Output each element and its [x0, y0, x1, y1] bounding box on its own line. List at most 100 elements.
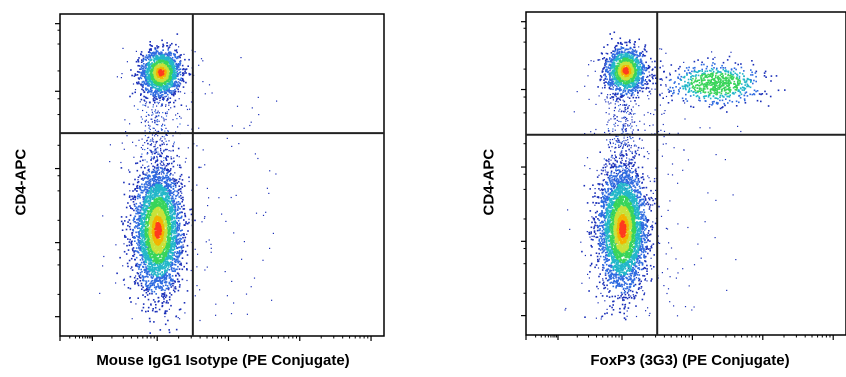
event-dot	[161, 178, 164, 180]
event-dot	[176, 247, 178, 249]
event-dot	[138, 65, 141, 67]
event-dot	[169, 65, 172, 67]
event-dot	[172, 197, 174, 200]
event-dot	[175, 202, 177, 205]
event-dot	[165, 113, 167, 115]
event-dot	[147, 147, 149, 149]
event-dot	[169, 273, 171, 276]
event-dot	[128, 196, 131, 198]
event-dot	[126, 262, 129, 265]
event-dot	[135, 50, 137, 52]
event-dot	[137, 64, 139, 67]
event-dot	[174, 269, 176, 272]
event-dot	[171, 253, 174, 255]
event-dot	[133, 226, 136, 228]
event-dot	[170, 85, 173, 88]
event-dot	[141, 279, 144, 282]
event-dot	[150, 282, 152, 284]
event-dot	[231, 280, 233, 282]
event-dot	[157, 187, 160, 189]
event-dot	[161, 125, 163, 127]
event-dot	[156, 167, 158, 170]
event-dot	[141, 238, 143, 241]
event-dot	[168, 53, 171, 56]
event-dot	[158, 190, 161, 192]
event-dot	[148, 239, 151, 242]
event-dot	[153, 99, 156, 102]
event-dot	[164, 262, 167, 264]
event-dot	[157, 190, 159, 193]
event-dot	[163, 151, 165, 153]
event-dot	[175, 274, 177, 277]
event-dot	[173, 239, 175, 242]
event-dot	[160, 164, 162, 166]
event-dot	[150, 303, 152, 305]
event-dot	[166, 244, 169, 247]
event-dot	[161, 91, 164, 93]
event-dot	[169, 97, 172, 99]
event-dot	[162, 261, 164, 264]
event-dot	[167, 55, 170, 57]
event-dot	[144, 252, 146, 255]
event-dot	[150, 256, 152, 258]
event-dot	[177, 201, 180, 203]
event-dot	[149, 183, 152, 185]
event-dot	[141, 251, 144, 253]
event-dot	[170, 199, 173, 202]
event-dot	[173, 70, 176, 73]
event-dot	[158, 191, 160, 194]
event-dot	[126, 244, 128, 247]
event-dot	[184, 68, 186, 71]
event-dot	[155, 184, 157, 186]
event-dot	[154, 208, 156, 211]
event-dot	[176, 75, 178, 78]
event-dot	[166, 163, 168, 165]
event-dot	[168, 208, 171, 210]
event-dot	[132, 190, 134, 192]
event-dot	[158, 287, 161, 290]
event-dot	[168, 239, 171, 242]
event-dot	[162, 45, 164, 48]
event-dot	[164, 59, 167, 62]
event-dot	[125, 216, 128, 218]
event-dot	[177, 258, 179, 260]
event-dot	[159, 186, 162, 188]
event-dot	[153, 279, 156, 282]
event-dot	[166, 111, 168, 113]
event-dot	[171, 75, 173, 78]
event-dot	[145, 285, 148, 287]
event-dot	[137, 282, 139, 284]
event-dot	[134, 188, 136, 190]
event-dot	[178, 233, 180, 235]
event-dot	[160, 207, 162, 209]
event-dot	[149, 184, 151, 186]
event-dot	[151, 111, 153, 113]
event-dot	[145, 245, 147, 247]
event-dot	[165, 180, 167, 183]
event-dot	[147, 280, 150, 282]
event-dot	[149, 77, 152, 79]
event-dot	[174, 235, 177, 237]
event-dot	[159, 55, 162, 57]
event-dot	[141, 247, 143, 249]
event-dot	[150, 266, 152, 268]
event-dot	[163, 205, 166, 207]
event-dot	[174, 287, 177, 290]
event-dot	[162, 205, 165, 208]
event-dot	[155, 123, 157, 126]
event-dot	[152, 56, 155, 59]
event-dot	[173, 101, 175, 104]
event-dot	[122, 265, 124, 267]
event-dot	[129, 287, 132, 290]
event-dot	[171, 240, 173, 243]
event-dot	[178, 196, 180, 198]
event-dot	[143, 279, 145, 282]
event-dot	[173, 232, 175, 235]
event-dot	[152, 92, 155, 94]
event-dot	[230, 313, 233, 315]
event-dot	[145, 231, 148, 234]
event-dot	[99, 292, 101, 294]
event-dot	[185, 222, 187, 225]
event-dot	[156, 119, 159, 121]
event-dot	[184, 92, 186, 94]
